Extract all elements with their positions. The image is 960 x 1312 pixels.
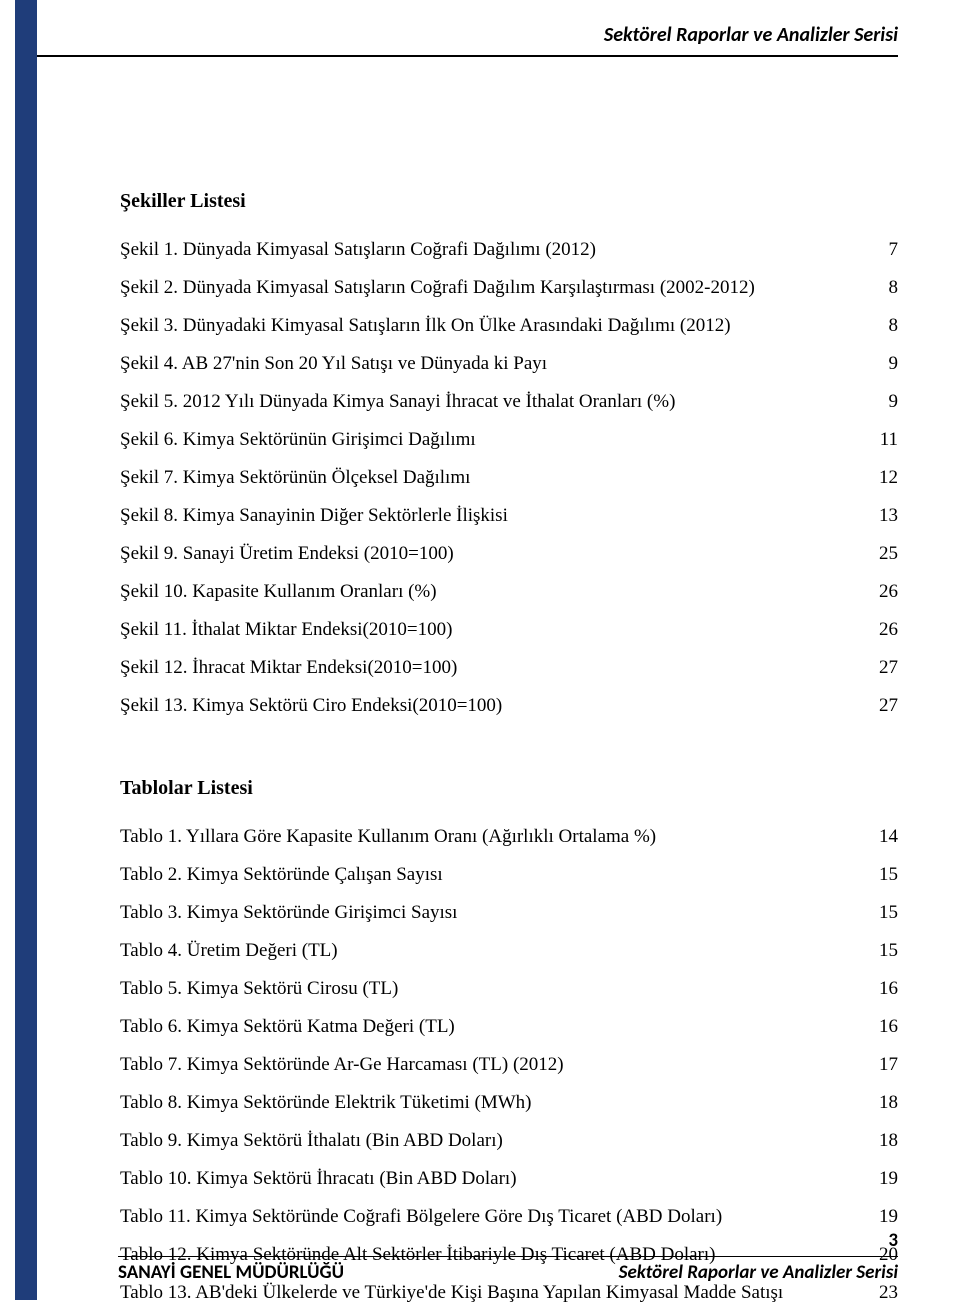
toc-entry-label: Tablo 10. Kimya Sektörü İhracatı (Bin AB… <box>120 1160 517 1198</box>
toc-entry-page: 27 <box>872 687 898 725</box>
toc-entry: Şekil 9. Sanayi Üretim Endeksi (2010=100… <box>120 535 898 573</box>
toc-entry-page: 18 <box>872 1122 898 1160</box>
toc-entry-label: Şekil 1. Dünyada Kimyasal Satışların Coğ… <box>120 231 596 269</box>
toc-entry: Tablo 5. Kimya Sektörü Cirosu (TL) 16 <box>120 970 898 1008</box>
page-footer: SANAYİ GENEL MÜDÜRLÜĞÜ Sektörel Raporlar… <box>118 1256 898 1285</box>
main-content: Şekiller Listesi Şekil 1. Dünyada Kimyas… <box>120 190 898 1312</box>
toc-entry: Şekil 4. AB 27'nin Son 20 Yıl Satışı ve … <box>120 345 898 383</box>
toc-entry: Tablo 7. Kimya Sektöründe Ar-Ge Harcamas… <box>120 1046 898 1084</box>
toc-entry-page: 15 <box>872 894 898 932</box>
toc-entry-page: 8 <box>872 269 898 307</box>
tables-list-title: Tablolar Listesi <box>120 777 898 800</box>
toc-entry-page: 9 <box>872 345 898 383</box>
toc-entry-page: 12 <box>872 459 898 497</box>
toc-entry-label: Tablo 8. Kimya Sektöründe Elektrik Tüket… <box>120 1084 532 1122</box>
toc-entry-page: 26 <box>872 611 898 649</box>
toc-entry-label: Tablo 6. Kimya Sektörü Katma Değeri (TL) <box>120 1008 455 1046</box>
toc-entry-page: 15 <box>872 856 898 894</box>
toc-entry-label: Tablo 4. Üretim Değeri (TL) <box>120 932 338 970</box>
toc-entry: Şekil 7. Kimya Sektörünün Ölçeksel Dağıl… <box>120 459 898 497</box>
toc-entry-label: Tablo 5. Kimya Sektörü Cirosu (TL) <box>120 970 398 1008</box>
toc-entry-label: Şekil 11. İthalat Miktar Endeksi(2010=10… <box>120 611 452 649</box>
footer-left: SANAYİ GENEL MÜDÜRLÜĞÜ <box>118 1261 344 1284</box>
toc-entry: Tablo 1. Yıllara Göre Kapasite Kullanım … <box>120 818 898 856</box>
toc-entry: Şekil 11. İthalat Miktar Endeksi(2010=10… <box>120 611 898 649</box>
toc-entry: Şekil 2. Dünyada Kimyasal Satışların Coğ… <box>120 269 898 307</box>
toc-entry-page: 18 <box>872 1084 898 1122</box>
toc-entry-label: Tablo 2. Kimya Sektöründe Çalışan Sayısı <box>120 856 443 894</box>
toc-entry: Tablo 8. Kimya Sektöründe Elektrik Tüket… <box>120 1084 898 1122</box>
toc-entry: Şekil 1. Dünyada Kimyasal Satışların Coğ… <box>120 231 898 269</box>
toc-entry-label: Şekil 13. Kimya Sektörü Ciro Endeksi(201… <box>120 687 502 725</box>
toc-entry-page: 8 <box>872 307 898 345</box>
toc-entry-page: 19 <box>872 1160 898 1198</box>
tables-toc: Tablo 1. Yıllara Göre Kapasite Kullanım … <box>120 818 898 1312</box>
page-number: 3 <box>888 1229 898 1252</box>
toc-entry-label: Şekil 10. Kapasite Kullanım Oranları (%) <box>120 573 437 611</box>
toc-entry-page: 16 <box>872 970 898 1008</box>
footer-right: Sektörel Raporlar ve Analizler Serisi <box>619 1261 898 1284</box>
toc-entry-label: Şekil 9. Sanayi Üretim Endeksi (2010=100… <box>120 535 454 573</box>
toc-entry-label: Tablo 11. Kimya Sektöründe Coğrafi Bölge… <box>120 1198 722 1236</box>
toc-entry-label: Şekil 4. AB 27'nin Son 20 Yıl Satışı ve … <box>120 345 547 383</box>
toc-entry: Tablo 3. Kimya Sektöründe Girişimci Sayı… <box>120 894 898 932</box>
toc-entry: Tablo 4. Üretim Değeri (TL) 15 <box>120 932 898 970</box>
toc-entry-label: Şekil 7. Kimya Sektörünün Ölçeksel Dağıl… <box>120 459 470 497</box>
toc-entry-page: 26 <box>872 573 898 611</box>
toc-entry-page: 17 <box>872 1046 898 1084</box>
toc-entry-page: 9 <box>872 383 898 421</box>
toc-entry-label: Şekil 6. Kimya Sektörünün Girişimci Dağı… <box>120 421 476 459</box>
toc-entry-page: 7 <box>872 231 898 269</box>
toc-entry: Şekil 10. Kapasite Kullanım Oranları (%)… <box>120 573 898 611</box>
toc-entry: Şekil 5. 2012 Yılı Dünyada Kimya Sanayi … <box>120 383 898 421</box>
page-header-title: Sektörel Raporlar ve Analizler Serisi <box>604 23 898 47</box>
toc-entry: Tablo 11. Kimya Sektöründe Coğrafi Bölge… <box>120 1198 898 1236</box>
toc-entry-label: Tablo 7. Kimya Sektöründe Ar-Ge Harcamas… <box>120 1046 564 1084</box>
header-rule <box>37 55 898 57</box>
toc-entry: Şekil 6. Kimya Sektörünün Girişimci Dağı… <box>120 421 898 459</box>
figures-list-title: Şekiller Listesi <box>120 190 898 213</box>
toc-entry-label: Şekil 3. Dünyadaki Kimyasal Satışların İ… <box>120 307 731 345</box>
toc-entry: Tablo 9. Kimya Sektörü İthalatı (Bin ABD… <box>120 1122 898 1160</box>
toc-entry-label: Şekil 8. Kimya Sanayinin Diğer Sektörler… <box>120 497 508 535</box>
toc-entry: Şekil 3. Dünyadaki Kimyasal Satışların İ… <box>120 307 898 345</box>
toc-entry-label: Şekil 5. 2012 Yılı Dünyada Kimya Sanayi … <box>120 383 675 421</box>
left-margin-bar <box>15 0 37 1300</box>
toc-entry-page: 15 <box>872 932 898 970</box>
toc-entry-page: 14 <box>872 818 898 856</box>
toc-entry-page: 16 <box>872 1008 898 1046</box>
toc-entry-page: 27 <box>872 649 898 687</box>
footer-rule <box>118 1256 898 1258</box>
toc-entry: Şekil 8. Kimya Sanayinin Diğer Sektörler… <box>120 497 898 535</box>
toc-entry-label: Tablo 3. Kimya Sektöründe Girişimci Sayı… <box>120 894 457 932</box>
toc-entry-label: Tablo 9. Kimya Sektörü İthalatı (Bin ABD… <box>120 1122 503 1160</box>
toc-entry-page: 25 <box>872 535 898 573</box>
toc-entry: Tablo 2. Kimya Sektöründe Çalışan Sayısı… <box>120 856 898 894</box>
toc-entry-label: Tablo 1. Yıllara Göre Kapasite Kullanım … <box>120 818 656 856</box>
toc-entry: Şekil 12. İhracat Miktar Endeksi(2010=10… <box>120 649 898 687</box>
toc-entry-page: 11 <box>872 421 898 459</box>
toc-entry: Tablo 6. Kimya Sektörü Katma Değeri (TL)… <box>120 1008 898 1046</box>
figures-toc: Şekil 1. Dünyada Kimyasal Satışların Coğ… <box>120 231 898 725</box>
toc-entry-label: Şekil 12. İhracat Miktar Endeksi(2010=10… <box>120 649 457 687</box>
toc-entry: Şekil 13. Kimya Sektörü Ciro Endeksi(201… <box>120 687 898 725</box>
toc-entry: Tablo 10. Kimya Sektörü İhracatı (Bin AB… <box>120 1160 898 1198</box>
toc-entry-page: 13 <box>872 497 898 535</box>
toc-entry-label: Şekil 2. Dünyada Kimyasal Satışların Coğ… <box>120 269 755 307</box>
